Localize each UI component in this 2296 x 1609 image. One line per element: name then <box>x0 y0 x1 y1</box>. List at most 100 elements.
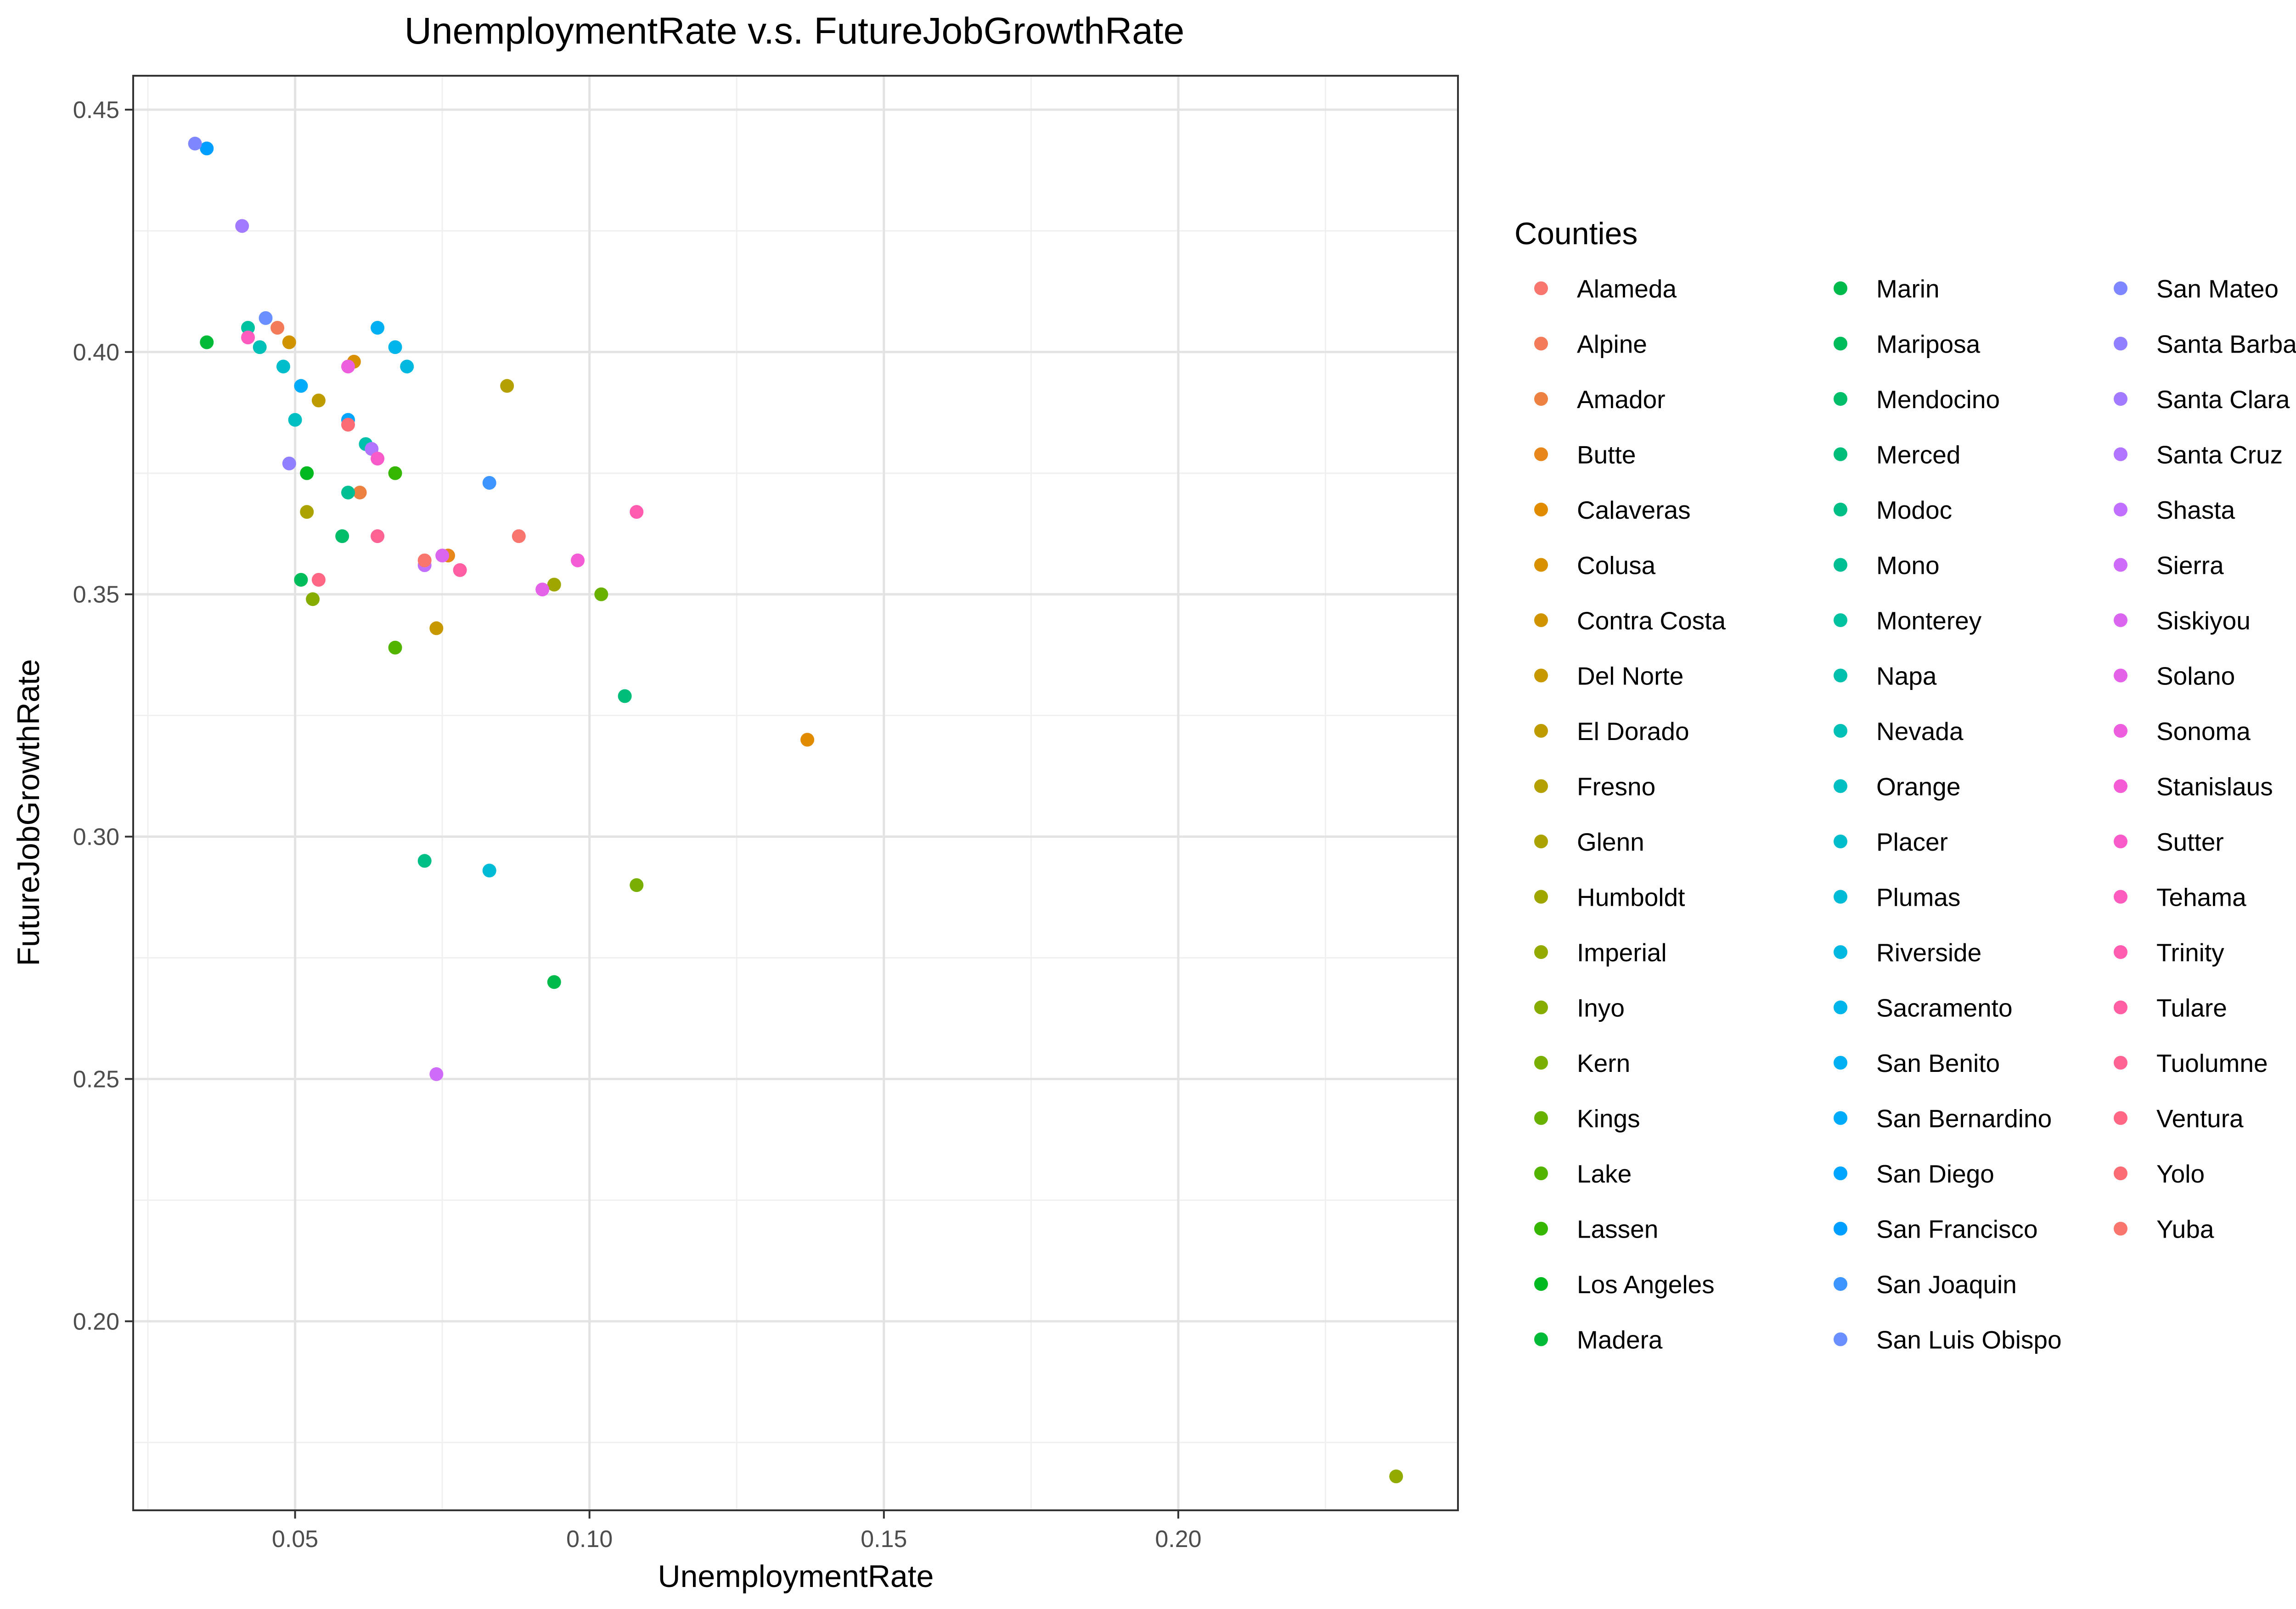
data-point <box>371 320 385 335</box>
data-point <box>388 340 402 354</box>
legend-label: Monterey <box>1876 606 1982 635</box>
legend-key <box>2114 281 2127 295</box>
data-point <box>341 359 355 374</box>
data-point <box>335 529 349 543</box>
legend-label: Nevada <box>1876 717 1964 746</box>
data-point <box>512 529 526 543</box>
data-point <box>482 476 496 490</box>
legend-key <box>1534 945 1548 959</box>
legend-key <box>1534 1166 1548 1180</box>
legend-key <box>1834 503 1847 516</box>
legend-label: Riverside <box>1876 938 1981 967</box>
legend-key <box>1834 945 1847 959</box>
legend-key <box>2114 336 2127 351</box>
data-point <box>200 335 214 349</box>
legend-label: Contra Costa <box>1577 606 1726 635</box>
legend-label: Colusa <box>1577 551 1656 580</box>
legend-label: Lassen <box>1577 1215 1658 1244</box>
legend-key <box>1534 1277 1548 1291</box>
legend-label: Sierra <box>2156 551 2224 580</box>
legend-key <box>1834 1222 1847 1236</box>
data-point <box>282 456 296 471</box>
legend-label: Tuolumne <box>2156 1049 2268 1077</box>
legend-title: Counties <box>1514 216 1638 251</box>
legend-label: Madera <box>1577 1326 1663 1354</box>
legend-label: Del Norte <box>1577 662 1683 690</box>
legend-key <box>2114 779 2127 793</box>
grid-layer <box>133 76 1458 1510</box>
data-point <box>371 452 385 466</box>
legend-key <box>1834 392 1847 406</box>
legend-label: Plumas <box>1876 883 1960 912</box>
data-point <box>547 975 561 989</box>
legend-label: Tehama <box>2156 883 2246 912</box>
legend-key <box>2114 1111 2127 1125</box>
data-point <box>235 219 249 233</box>
legend-label: Humboldt <box>1577 883 1685 912</box>
legend-key <box>1534 1111 1548 1125</box>
legend-key <box>2114 1056 2127 1070</box>
data-point <box>547 577 561 592</box>
data-point <box>241 331 255 345</box>
legend-label: Kings <box>1577 1104 1640 1133</box>
data-point <box>253 340 267 354</box>
data-point <box>306 592 320 606</box>
legend-label: Santa Barbara <box>2156 330 2296 359</box>
legend-key <box>1534 281 1548 295</box>
plot-panel-border <box>132 75 1459 1511</box>
legend-label: Amador <box>1577 385 1666 414</box>
legend-key <box>1834 1166 1847 1180</box>
legend-key <box>1534 1222 1548 1236</box>
data-point <box>400 359 414 374</box>
y-tick-label: 0.35 <box>73 582 119 608</box>
data-point <box>311 572 326 587</box>
legend-key <box>1534 1056 1548 1070</box>
legend-label: Fresno <box>1577 773 1655 801</box>
legend-label: Modoc <box>1876 496 1952 524</box>
data-point <box>630 505 644 519</box>
legend-key <box>1534 1000 1548 1015</box>
legend-key <box>2114 613 2127 627</box>
legend-label: Placer <box>1876 828 1948 856</box>
legend-label: El Dorado <box>1577 717 1689 746</box>
x-tick-label: 0.05 <box>272 1526 318 1553</box>
legend-key <box>1534 890 1548 904</box>
data-point <box>1389 1469 1403 1484</box>
legend-key <box>2114 558 2127 572</box>
legend-key <box>2114 1000 2127 1015</box>
legend-label: Alameda <box>1577 275 1677 303</box>
legend-key <box>1534 1332 1548 1346</box>
data-point <box>282 335 296 349</box>
legend-label: San Joaquin <box>1876 1270 2017 1299</box>
legend-label: Butte <box>1577 441 1636 469</box>
legend-label: Yolo <box>2156 1160 2205 1188</box>
data-point <box>388 466 402 480</box>
point-layer <box>188 136 1403 1484</box>
legend-label: Santa Clara <box>2156 385 2290 414</box>
data-point <box>270 320 285 335</box>
legend-key <box>1834 835 1847 848</box>
legend-label: Siskiyou <box>2156 606 2251 635</box>
legend-key <box>1834 613 1847 627</box>
data-point <box>276 359 290 374</box>
data-point <box>371 529 385 543</box>
y-tick-label: 0.30 <box>73 824 119 851</box>
legend-key <box>2114 945 2127 959</box>
legend-label: Mendocino <box>1876 385 2000 414</box>
data-point <box>435 549 450 563</box>
legend-key <box>1834 724 1847 738</box>
legend-label: Trinity <box>2156 938 2224 967</box>
data-point <box>341 418 355 432</box>
legend-label: Sutter <box>2156 828 2224 856</box>
legend-key <box>2114 447 2127 461</box>
legend-label: Tulare <box>2156 994 2227 1022</box>
data-point <box>571 553 585 567</box>
data-point <box>353 485 367 499</box>
legend-key <box>1534 724 1548 738</box>
legend-label: Glenn <box>1577 828 1644 856</box>
legend-label: Sonoma <box>2156 717 2251 746</box>
legend-key <box>1834 890 1847 904</box>
data-point <box>311 393 326 408</box>
legend-label: Kern <box>1577 1049 1630 1077</box>
